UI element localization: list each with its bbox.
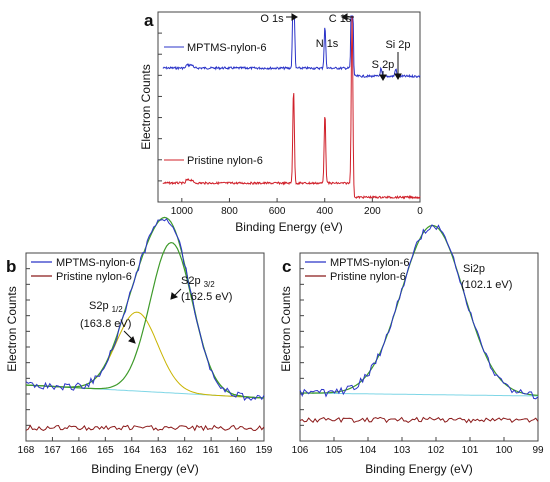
x-tick-label: 162: [176, 445, 193, 456]
panel-a-letter: a: [144, 11, 154, 30]
x-tick-label: 0: [417, 206, 423, 217]
panel-b-fit-envelope: [25, 216, 265, 399]
panel-b-x-ticks: 168 167 166 165 164 163 162 161 160 159: [18, 437, 273, 456]
x-tick-label: 800: [221, 206, 238, 217]
x-tick-label: 161: [203, 445, 220, 456]
panel-a-frame: [157, 11, 421, 203]
panel-b-label-s2p32: S2p 3/2: [181, 275, 215, 289]
x-tick-label: 166: [71, 445, 88, 456]
panel-b-legend-mptms: MPTMS-nylon-6: [56, 257, 135, 269]
panel-b-label-s2p12-value: (163.8 eV): [80, 318, 131, 330]
x-tick-label: 168: [18, 445, 35, 456]
panel-c-fit-si2p: [300, 224, 539, 396]
panel-c-x-ticks: 106 105 104 103 102 101 100 99: [292, 437, 544, 456]
x-tick-label: 102: [428, 445, 445, 456]
panel-a-x-ticks: 1000 800 600 400 200 0: [171, 198, 423, 217]
x-tick-label: 100: [496, 445, 513, 456]
panel-a-series-pristine: [162, 15, 421, 200]
panel-a-legend-pristine: Pristine nylon-6: [187, 155, 263, 167]
panel-c-label-si2p-value: (102.1 eV): [461, 279, 512, 291]
x-tick-label: 164: [123, 445, 140, 456]
x-tick-label: 104: [360, 445, 377, 456]
panel-b-label-s2p32-sub: 3/2: [204, 280, 216, 289]
panel-b-label-s2p12-sub: 1/2: [112, 305, 124, 314]
panel-a-label-c1s: C 1s: [329, 13, 352, 25]
panel-b-xlabel: Binding Energy (eV): [91, 462, 198, 476]
x-tick-label: 105: [326, 445, 343, 456]
x-tick-label: 400: [316, 206, 333, 217]
panel-b-label-s2p12: S2p 1/2: [89, 300, 123, 314]
panel-c-label-si2p: Si2p: [463, 263, 485, 275]
panel-b-ylabel: Electron Counts: [5, 286, 19, 371]
panel-c-legend-mptms: MPTMS-nylon-6: [330, 257, 409, 269]
panel-c-letter: c: [282, 257, 291, 276]
panel-c-series-mptms: [299, 224, 539, 400]
panel-a-ylabel: Electron Counts: [139, 64, 153, 149]
panel-c-ylabel: Electron Counts: [279, 286, 293, 371]
panel-c-series-pristine: [299, 416, 539, 424]
panel-b-legend-pristine: Pristine nylon-6: [56, 271, 132, 283]
panel-a-series-mptms: [162, 15, 421, 79]
panel-b-label-s2p32-value: (162.5 eV): [181, 291, 232, 303]
panel-c: c Electron Counts Binding Energy (eV) 10…: [279, 224, 544, 476]
x-tick-label: 200: [364, 206, 381, 217]
x-tick-label: 160: [229, 445, 246, 456]
panel-a-label-o1s: O 1s: [260, 13, 284, 25]
panel-b-series-pristine: [25, 424, 265, 432]
panel-a: a Electron Counts Binding Energy (eV) 10…: [139, 11, 423, 234]
x-tick-label: 99: [532, 445, 544, 456]
x-tick-label: 600: [269, 206, 286, 217]
panel-b-y-ticks: [26, 268, 30, 426]
panel-a-label-si2p: Si 2p: [385, 39, 410, 51]
panel-a-legend-mptms: MPTMS-nylon-6: [187, 42, 266, 54]
panel-c-background-line: [300, 392, 538, 397]
x-tick-label: 103: [394, 445, 411, 456]
panel-b-arrows: [123, 288, 182, 344]
panel-b-series-mptms: [25, 218, 265, 401]
panel-b-label-s2p12-main: S2p: [89, 300, 109, 312]
panel-a-xlabel: Binding Energy (eV): [235, 220, 342, 234]
x-tick-label: 167: [44, 445, 61, 456]
panel-c-y-ticks: [300, 268, 304, 426]
panel-a-label-s2p: S 2p: [372, 59, 395, 71]
x-tick-label: 165: [97, 445, 114, 456]
x-tick-label: 163: [150, 445, 167, 456]
x-tick-label: 101: [462, 445, 479, 456]
x-tick-label: 159: [256, 445, 273, 456]
panel-b-label-s2p32-main: S2p: [181, 275, 201, 287]
panel-a-label-n1s: N 1s: [316, 38, 339, 50]
panel-b: b Electron Counts Binding Energy (eV) 16…: [5, 216, 273, 476]
panel-b-letter: b: [6, 257, 16, 276]
panel-a-y-ticks: [158, 32, 162, 182]
x-tick-label: 1000: [171, 206, 194, 217]
panel-c-legend-pristine: Pristine nylon-6: [330, 271, 406, 283]
x-tick-label: 106: [292, 445, 309, 456]
panel-a-arrows: [286, 13, 402, 81]
panel-c-xlabel: Binding Energy (eV): [365, 462, 472, 476]
